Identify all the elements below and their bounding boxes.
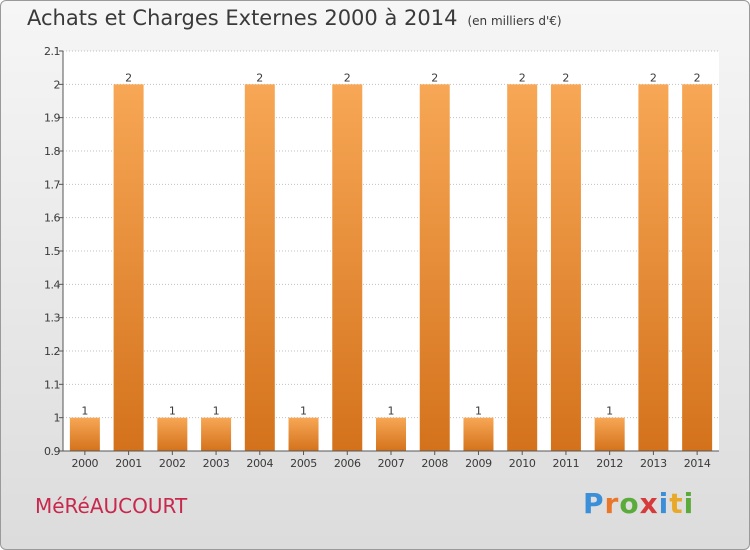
bar [376,417,406,451]
data-label: 2 [519,71,526,84]
x-tick-label: 2011 [553,457,580,470]
bar [419,84,450,451]
y-tick-label: 1.3 [44,312,60,325]
bar [113,84,144,451]
y-tick-label: 1.8 [44,145,60,158]
data-label: 1 [213,405,220,418]
x-tick-label: 2005 [290,457,317,470]
logo-letter: i [658,487,670,520]
y-tick-label: 1 [54,412,61,425]
data-label: 2 [125,71,132,84]
data-label: 1 [475,405,482,418]
bar [157,417,188,451]
chart-title: Achats et Charges Externes 2000 à 2014 (e… [27,6,562,30]
x-tick-label: 2013 [640,457,667,470]
bar [682,84,713,451]
x-tick-label: 2010 [509,457,536,470]
x-tick-label: 2000 [71,457,98,470]
data-label: 1 [606,405,613,418]
commune-name: MéRéAUCOURT [35,494,188,518]
bar [638,84,669,451]
y-tick-label: 1.9 [44,112,60,125]
x-tick-label: 2001 [115,457,142,470]
data-label: 2 [256,71,263,84]
plot-area [63,51,719,451]
bar [332,84,363,451]
y-tick-label: 1.7 [44,178,60,191]
bar [69,417,100,451]
title-text: Achats et Charges Externes 2000 à 2014 [27,6,458,30]
x-tick-label: 2003 [203,457,230,470]
data-label: 2 [694,71,701,84]
logo-letter: x [639,487,659,520]
bar [463,417,494,451]
y-tick-label: 1.4 [44,278,60,291]
data-label: 2 [431,71,438,84]
proxiti-logo: Proxiti [583,487,694,520]
logo-letter: i [683,487,695,520]
x-tick-label: 2007 [378,457,405,470]
x-tick-label: 2002 [159,457,186,470]
y-tick-label: 2.1 [44,45,60,58]
data-label: 1 [388,405,395,418]
y-tick-label: 1.5 [44,245,60,258]
x-tick-label: 2009 [465,457,492,470]
x-tick-label: 2008 [421,457,448,470]
bar [550,84,581,451]
y-tick-label: 1.1 [44,378,60,391]
x-tick-label: 2004 [246,457,273,470]
bar [288,417,319,451]
bar [594,417,625,451]
logo-letter: o [619,487,640,520]
x-tick-label: 2006 [334,457,361,470]
data-label: 1 [81,405,88,418]
data-label: 2 [650,71,657,84]
y-tick-label: 0.9 [44,445,60,458]
logo-letter: P [583,487,605,520]
data-label: 2 [344,71,351,84]
y-tick-label: 1.2 [44,345,60,358]
bar [507,84,538,451]
data-label: 1 [169,405,176,418]
data-label: 2 [562,71,569,84]
bar [201,417,232,451]
y-tick-label: 2 [54,78,61,91]
logo-letter: r [604,487,620,520]
x-tick-label: 2014 [684,457,711,470]
logo-letter: t [669,487,684,520]
data-label: 1 [300,405,307,418]
chart-subtitle: (en milliers d'€) [467,14,562,28]
bar [244,84,275,451]
x-tick-label: 2012 [596,457,623,470]
y-tick-label: 1.6 [44,212,60,225]
